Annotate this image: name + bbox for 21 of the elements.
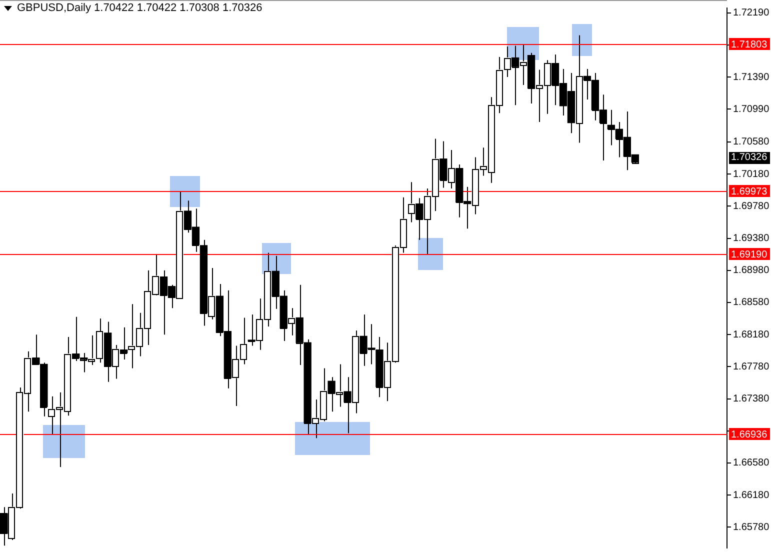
chart-title: GBPUSD,Daily 1.70422 1.70422 1.70308 1.70326 [17, 2, 262, 14]
ref-line-label: 1.66936 [731, 429, 768, 440]
y-tick-label: 1.66180 [733, 490, 770, 501]
y-tick-label: 1.65780 [733, 522, 770, 533]
ref-line-label: 1.71803 [731, 39, 768, 50]
y-tick-label: 1.69380 [733, 233, 770, 244]
y-tick-label: 1.71390 [733, 72, 770, 83]
y-tick-label: 1.68180 [733, 329, 770, 340]
y-tick-label: 1.67380 [733, 394, 770, 405]
y-tick-label: 1.68580 [733, 297, 770, 308]
y-tick-label: 1.70990 [733, 104, 770, 115]
ref-line-label: 1.69973 [731, 186, 768, 198]
ref-line-label: 1.69190 [731, 249, 768, 260]
y-tick-label: 1.68980 [733, 265, 770, 276]
y-tick-label: 1.66580 [733, 458, 770, 469]
y-tick-label: 1.69780 [733, 200, 770, 212]
text: 1.70326 [729, 152, 770, 164]
y-tick-label: 1.70580 [733, 136, 770, 148]
y-tick-label: 1.72190 [733, 8, 770, 19]
y-tick-label: 1.70180 [733, 168, 770, 180]
y-tick-label: 1.67780 [733, 361, 770, 372]
